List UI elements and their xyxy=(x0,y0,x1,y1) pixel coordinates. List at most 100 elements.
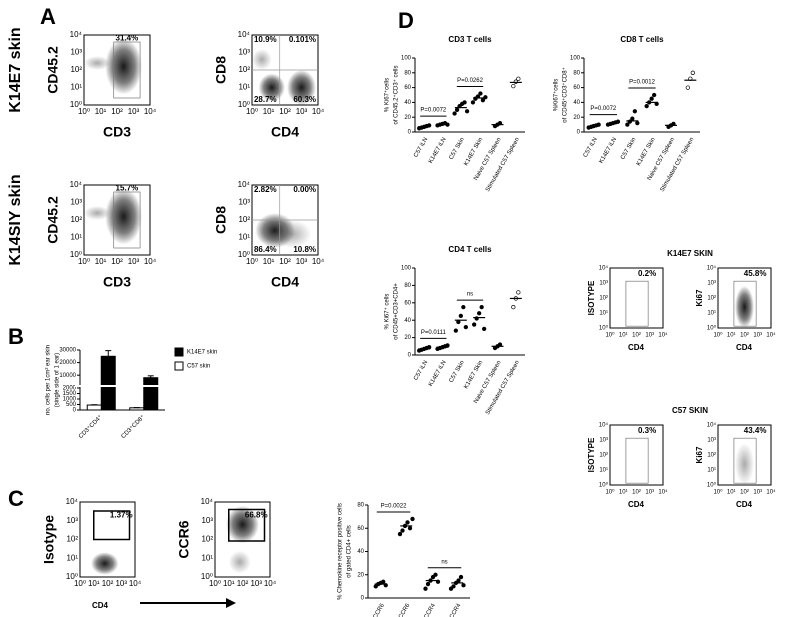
x-tick-label: 10² xyxy=(111,107,123,116)
data-point xyxy=(458,574,464,580)
y-axis-label: % Ki67⁺ cells xyxy=(384,294,391,330)
y-tick-label: 10⁰ xyxy=(70,100,82,109)
y-tick-label: 0 xyxy=(361,596,365,602)
y-tick-label: 1000 xyxy=(63,397,77,403)
x-tick-label: 10⁴ xyxy=(658,332,668,339)
event-cloud xyxy=(84,56,111,70)
y-tick-label: 10⁴ xyxy=(238,180,251,189)
data-point xyxy=(407,526,413,531)
y-tick-label: 10³ xyxy=(70,198,82,207)
y-tick-label: 60 xyxy=(404,85,411,91)
annotation: P=0.0022 xyxy=(381,504,408,510)
y-axis-label: % Chemokine receptor positive cells xyxy=(338,503,344,600)
arrow-head xyxy=(226,598,236,608)
x-tick-label: CD3⁺CD8⁺ xyxy=(120,414,146,440)
data-point xyxy=(511,305,516,310)
x-tick-label: 10¹ xyxy=(95,107,107,116)
x-tick-label: 10¹ xyxy=(727,490,736,496)
y-tick-label: 10⁴ xyxy=(599,265,609,272)
x-tick-label: 10⁴ xyxy=(264,579,277,588)
event-cloud xyxy=(226,505,259,544)
y-tick-label: 40 xyxy=(404,318,411,324)
y-axis-label: Isotype xyxy=(41,515,57,564)
x-tick-label: 10³ xyxy=(128,257,140,266)
x-tick-label: LN CCR4 xyxy=(419,602,437,617)
y-tick-label: 10¹ xyxy=(238,83,250,92)
gate-percent: 45.8% xyxy=(744,269,767,278)
event-cloud xyxy=(734,286,755,328)
y-tick-label: 0 xyxy=(577,130,581,136)
panel-label: C xyxy=(8,486,24,511)
x-tick-label: 10⁰ xyxy=(74,579,86,588)
y-tick-label: 0 xyxy=(408,353,412,359)
data-point xyxy=(452,111,457,116)
data-point xyxy=(685,85,690,90)
y-tick-label: 10² xyxy=(707,453,716,459)
x-tick-label: K14E7 iLN xyxy=(428,137,448,165)
x-axis-label: CD4 xyxy=(92,601,109,610)
plot-frame xyxy=(83,184,151,256)
gate xyxy=(113,41,141,99)
data-point xyxy=(456,578,461,583)
y-tick-label: 100 xyxy=(401,56,412,62)
event-cloud xyxy=(734,443,755,485)
plot-frame xyxy=(79,501,136,578)
x-tick-label: 10² xyxy=(279,107,291,116)
data-point xyxy=(472,322,477,327)
data-point xyxy=(482,326,487,332)
gate xyxy=(625,280,649,327)
x-tick-label: 10⁴ xyxy=(144,107,157,116)
y-axis-label: ISOTYPE xyxy=(587,437,596,472)
x-axis-label: CD4 xyxy=(628,343,645,352)
x-tick-label: 10⁰ xyxy=(246,107,258,116)
gate xyxy=(625,437,649,484)
y-axis-label: CD8 xyxy=(213,206,229,234)
annotation: ns xyxy=(467,292,473,298)
y-tick-label: 10² xyxy=(599,453,608,459)
gate xyxy=(93,510,131,541)
y-tick-label: 80 xyxy=(573,70,580,76)
y-tick-label: 10² xyxy=(201,535,213,544)
y-axis-label: ISOTYPE xyxy=(587,280,596,315)
y-tick-label: 80 xyxy=(404,70,411,76)
x-tick-label: 10⁴ xyxy=(129,579,142,588)
plot-frame xyxy=(609,267,664,329)
y-axis-label: % Ki67⁺cells xyxy=(384,78,391,112)
y-tick-label: 10² xyxy=(70,215,82,224)
gate-percent: 15.7% xyxy=(116,184,139,193)
y-axis-label: CD8 xyxy=(213,56,229,84)
x-tick-label: LN CCR6 xyxy=(368,602,386,617)
x-tick-label: 10³ xyxy=(296,107,308,116)
data-point xyxy=(410,516,415,522)
event-cloud xyxy=(286,70,317,105)
y-tick-label: 10⁰ xyxy=(238,100,250,109)
y-tick-label: 20 xyxy=(404,115,411,121)
x-tick-label: 10² xyxy=(237,579,249,588)
data-point xyxy=(477,311,482,316)
quadrant-percent: 0.00% xyxy=(293,185,316,194)
y-tick-label: 30000 xyxy=(59,348,76,354)
row-label: K14SIY skin xyxy=(7,174,24,265)
y-tick-label: 80 xyxy=(404,283,411,289)
data-point xyxy=(632,109,637,114)
x-tick-label: K14E7 iLN xyxy=(599,137,619,165)
gate xyxy=(733,437,757,484)
y-tick-label: 10³ xyxy=(238,198,250,207)
y-tick-label: 10⁴ xyxy=(238,30,251,39)
y-axis-label: no. cells per 1cm² ear skin xyxy=(46,345,52,415)
data-point xyxy=(470,100,476,105)
x-tick-label: K14E7 Skin xyxy=(636,137,657,167)
x-tick-label: 10² xyxy=(740,490,749,496)
y-tick-label: 10² xyxy=(707,296,716,302)
x-tick-label: 10³ xyxy=(250,579,262,588)
x-axis-label: CD4 xyxy=(271,124,299,140)
gate xyxy=(228,508,266,542)
y-tick-label: 1500 xyxy=(63,391,77,397)
axis-break xyxy=(75,385,166,387)
x-tick-label: C57 Skin xyxy=(449,137,466,161)
y-axis-label: CCR6 xyxy=(176,520,192,558)
x-tick-label: Stimulated C57 Spleen xyxy=(485,360,521,416)
x-axis-label: CD4 xyxy=(271,274,299,290)
annotation: P=0.0262 xyxy=(457,78,484,84)
x-axis-label: CD3 xyxy=(103,124,131,140)
